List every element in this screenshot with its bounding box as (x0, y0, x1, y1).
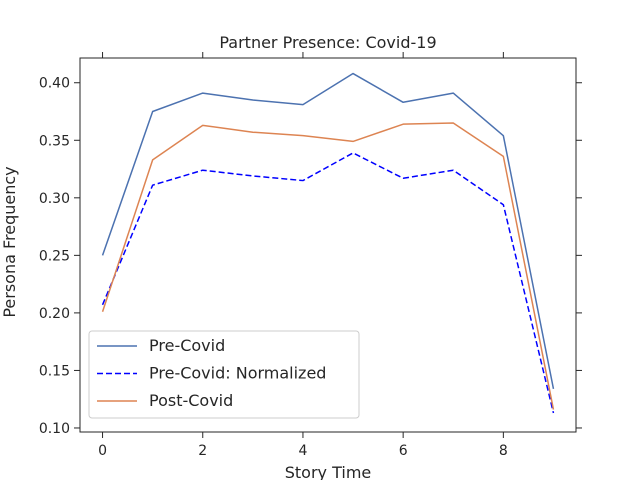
series-line (101, 152, 555, 414)
x-axis-label: Story Time (285, 463, 372, 480)
y-tick-label: 0.15 (39, 363, 70, 379)
legend-label: Post-Covid (149, 391, 233, 410)
axes-frame (79, 57, 577, 433)
plot-area: 0 2 4 6 8 0.10 0.15 0.20 0.25 0.30 0.35 0.40 Pre-Cov… (39, 52, 582, 459)
legend-box (88, 330, 360, 419)
x-tick-label: 0 (98, 443, 107, 459)
series-line (101, 122, 555, 410)
x-tick-label: 6 (399, 443, 408, 459)
x-tick-label: 8 (499, 443, 508, 459)
y-tick-label: 0.40 (39, 76, 70, 92)
y-tick-label: 0.30 (39, 191, 70, 207)
y-tick-label: 0.35 (39, 133, 70, 149)
legend-label: Pre-Covid (149, 336, 225, 355)
series-line (101, 72, 555, 389)
y-axis-label: Persona Frequency (0, 166, 19, 317)
y-tick-label: 0.20 (39, 306, 70, 322)
x-tick-label: 4 (298, 443, 307, 459)
y-tick-label: 0.10 (39, 421, 70, 437)
chart-title: Partner Presence: Covid-19 (219, 33, 436, 52)
x-tick-label: 2 (198, 443, 207, 459)
legend-label: Pre-Covid: Normalized (149, 364, 326, 383)
y-tick-label: 0.25 (39, 248, 70, 264)
